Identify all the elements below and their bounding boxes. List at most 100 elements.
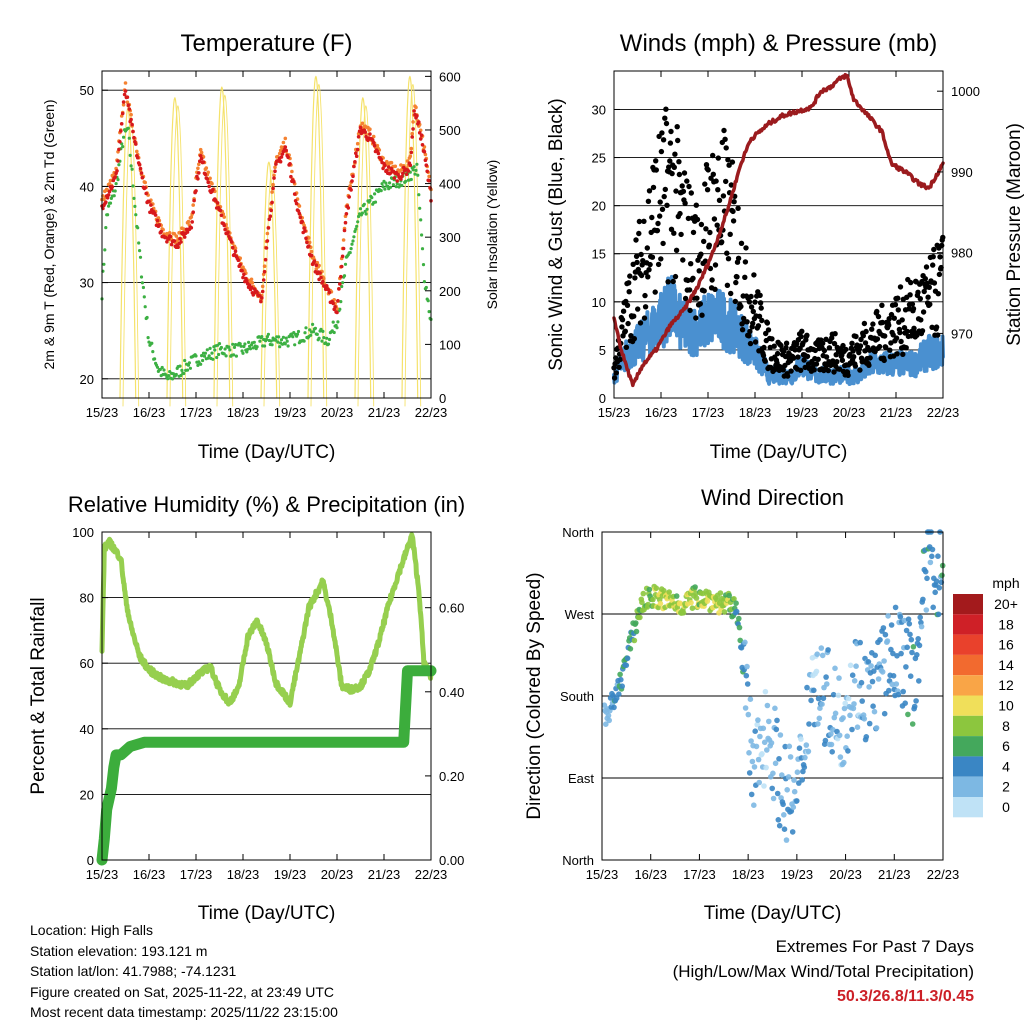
gust-point xyxy=(849,340,855,346)
dewpoint-series-point xyxy=(104,226,108,230)
temperature-2m-series-point xyxy=(327,290,332,295)
temperature-2m-series-point xyxy=(123,89,128,93)
temperature-9m-series-point xyxy=(270,190,274,194)
dewpoint-series-point xyxy=(234,354,238,358)
temperature-2m-series-point xyxy=(172,239,177,243)
gust-point xyxy=(899,317,905,323)
gust-point xyxy=(857,367,863,373)
temperature-2m-series-point xyxy=(344,212,349,216)
gust-point xyxy=(613,370,619,376)
gust-point xyxy=(890,332,896,338)
gust-point xyxy=(664,202,670,208)
gust-point xyxy=(924,280,930,287)
gust-point xyxy=(669,170,675,177)
colorbar-label: 12 xyxy=(998,677,1014,693)
temperature-2m-series-point xyxy=(185,230,190,234)
temperature-2m-series-point xyxy=(292,180,296,184)
gust-point xyxy=(933,324,940,330)
gust-point xyxy=(611,375,618,381)
direction-point xyxy=(905,616,912,622)
direction-point xyxy=(811,687,817,694)
gust-point xyxy=(760,352,767,359)
y-tick-label: 20 xyxy=(592,199,606,214)
direction-point xyxy=(736,615,742,622)
gust-point xyxy=(666,164,672,170)
gust-point xyxy=(663,106,669,112)
dewpoint-series-point xyxy=(205,348,209,352)
direction-point xyxy=(932,589,938,596)
dewpoint-series-point xyxy=(228,348,232,352)
direction-point xyxy=(770,795,777,802)
dewpoint-series-point xyxy=(143,305,147,309)
solar-insolation-curve xyxy=(307,75,325,399)
direction-point xyxy=(909,649,915,656)
temperature-2m-series-point xyxy=(129,117,133,122)
dewpoint-series-point xyxy=(389,185,393,189)
direction-point xyxy=(935,553,941,559)
temperature-2m-series-point xyxy=(203,172,208,177)
temperature-2m-series-point xyxy=(302,226,306,230)
temperature-2m-series-point xyxy=(153,213,158,217)
gust-point xyxy=(652,289,658,295)
gust-point xyxy=(930,262,936,268)
dewpoint-series-point xyxy=(217,352,221,357)
gust-point xyxy=(702,181,708,187)
chart-title: Temperature (F) xyxy=(180,30,352,57)
direction-point xyxy=(881,710,888,717)
y2-tick-label: 0.20 xyxy=(439,769,464,784)
dewpoint-series-point xyxy=(208,346,212,350)
temperature-2m-series-point xyxy=(147,199,151,204)
y2-tick-label: 500 xyxy=(439,123,461,138)
temperature-9m-series-point xyxy=(125,100,130,104)
gust-point xyxy=(626,289,632,295)
direction-point xyxy=(774,717,780,724)
gust-point xyxy=(701,238,707,245)
gust-point xyxy=(619,317,626,323)
dewpoint-series-point xyxy=(391,183,395,187)
temperature-2m-series-point xyxy=(386,165,391,169)
colorbar-label: 2 xyxy=(1002,779,1010,795)
direction-point xyxy=(693,595,700,601)
temperature-2m-series-point xyxy=(122,92,127,97)
gust-point xyxy=(696,268,702,274)
direction-point xyxy=(865,659,872,665)
x-tick-label: 20/23 xyxy=(833,405,866,420)
temperature-2m-series-point xyxy=(401,171,405,176)
direction-point xyxy=(770,770,776,777)
temperature-9m-series-point xyxy=(277,151,282,156)
y-tick-label: 60 xyxy=(80,656,94,671)
temperature-2m-series-point xyxy=(268,214,273,218)
dewpoint-series-point xyxy=(136,226,140,230)
gust-point xyxy=(733,279,739,286)
dewpoint-series-point xyxy=(411,168,415,172)
gust-point xyxy=(690,275,696,281)
temperature-2m-series-point xyxy=(166,237,171,241)
direction-point xyxy=(916,642,923,649)
dewpoint-series-point xyxy=(356,220,360,224)
gust-point xyxy=(646,188,653,194)
gust-point xyxy=(897,284,904,290)
y-axis-label: Percent & Total Rainfall xyxy=(28,597,49,794)
gust-point xyxy=(746,333,752,339)
direction-point xyxy=(673,593,680,599)
dewpoint-series-point xyxy=(179,373,183,378)
temperature-9m-series-point xyxy=(143,180,147,185)
dewpoint-series-point xyxy=(223,347,227,351)
temperature-9m-series-point xyxy=(249,277,254,282)
temperature-2m-series-point xyxy=(352,164,356,169)
dewpoint-series-point xyxy=(200,354,204,358)
gust-point xyxy=(769,336,775,342)
gust-point xyxy=(918,317,924,323)
panel-humidity: 15/23 16/23 17/23 18/23 19/23 20/23 21/23 22/23… xyxy=(28,492,465,924)
dewpoint-series-point xyxy=(349,247,353,251)
y2-tick-label: 970 xyxy=(951,326,973,341)
dewpoint-series-point xyxy=(276,340,280,344)
x-tick-label: 19/23 xyxy=(274,405,307,420)
dewpoint-series-point xyxy=(153,357,157,361)
temperature-2m-series-point xyxy=(385,168,389,173)
dewpoint-series-point xyxy=(315,332,319,336)
dewpoint-series-point xyxy=(350,242,354,246)
gust-point xyxy=(698,221,705,228)
temperature-9m-series-point xyxy=(272,173,276,178)
temperature-2m-series-point xyxy=(236,258,241,263)
